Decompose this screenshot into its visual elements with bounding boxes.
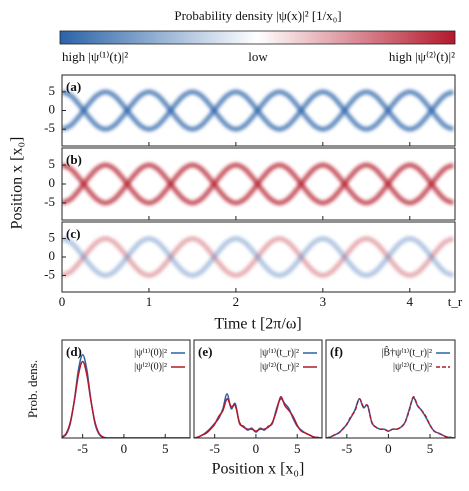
density-line	[62, 360, 190, 438]
panel-label: (d)	[66, 344, 82, 359]
x-tick-label: 2	[233, 294, 240, 309]
x-tick-label: 3	[320, 294, 327, 309]
y-tick-label: 0	[49, 101, 56, 116]
legend-label: |ψ⁽¹⁾(t_r)|²	[260, 347, 299, 358]
density-line	[62, 353, 190, 438]
panel-frame	[61, 147, 456, 221]
x-tick-label: 0	[253, 441, 260, 456]
y-tick-label: -5	[44, 266, 55, 281]
y-axis-label: Position x [x₀]	[9, 137, 26, 230]
y-tick-label: 5	[49, 156, 56, 171]
plot-area	[194, 393, 322, 438]
plot-area	[62, 353, 190, 438]
panel-label: (c)	[66, 226, 80, 241]
y-tick-label: -5	[44, 194, 55, 209]
panel-frame	[325, 339, 456, 439]
x-tick-label: t_r	[448, 294, 463, 309]
y-tick-label: 5	[49, 230, 56, 245]
panel-frame	[61, 339, 191, 439]
plot-area	[62, 162, 455, 206]
panel-frame	[193, 339, 323, 439]
panel-label: (b)	[66, 152, 82, 167]
legend-label: |ψ⁽²⁾(0)|²	[134, 361, 167, 372]
plot-area	[326, 396, 455, 438]
colorbar-left-label: high |ψ⁽¹⁾(t)|²	[62, 49, 128, 64]
x-tick-label: 1	[146, 294, 153, 309]
x-tick-label: -5	[341, 441, 352, 456]
y-tick-label: 5	[49, 83, 56, 98]
y-tick-label: 0	[49, 248, 56, 263]
x-tick-label: 0	[59, 294, 66, 309]
colorbar-right-label: high |ψ⁽²⁾(t)|²	[389, 49, 455, 64]
x-tick-label: 5	[162, 441, 169, 456]
x-tick-label: -5	[77, 441, 88, 456]
x-tick-label: 5	[294, 441, 301, 456]
colorbar-title: Probability density |ψ(x)|² [1/x₀]	[174, 8, 341, 23]
panel-frame	[61, 74, 456, 147]
density-trace	[62, 162, 455, 206]
panel-frame	[61, 221, 456, 293]
legend-label: |B̂†ψ⁽¹⁾(t_r)|²	[381, 345, 432, 358]
plot-area	[62, 89, 455, 132]
legend-label: |ψ⁽²⁾(t_r)|²	[260, 361, 299, 372]
legend-label: |ψ⁽¹⁾(0)|²	[134, 347, 167, 358]
y-tick-label: 0	[49, 175, 56, 190]
y-tick-label: -5	[44, 120, 55, 135]
colorbar-center-label: low	[248, 49, 268, 64]
density-line	[326, 396, 455, 438]
panel-label: (e)	[198, 344, 212, 359]
density-line	[194, 396, 322, 438]
y-axis-label: Prob. dens.	[25, 360, 40, 418]
x-tick-label: -5	[209, 441, 220, 456]
x-tick-label: 5	[427, 441, 434, 456]
legend-label: |ψ⁽²⁾(t_r)|²	[393, 361, 432, 372]
density-trace	[62, 236, 455, 278]
x-tick-label: 0	[385, 441, 392, 456]
panel-label: (f)	[330, 344, 343, 359]
density-trace	[62, 89, 455, 132]
x-tick-label: 4	[407, 294, 414, 309]
x-axis-label: Position x [x₀]	[212, 461, 305, 478]
colorbar	[59, 30, 456, 45]
x-tick-label: 0	[121, 441, 128, 456]
plot-area	[62, 236, 455, 278]
x-axis-label: Time t [2π/ω]	[214, 316, 301, 333]
panel-label: (a)	[66, 79, 81, 94]
